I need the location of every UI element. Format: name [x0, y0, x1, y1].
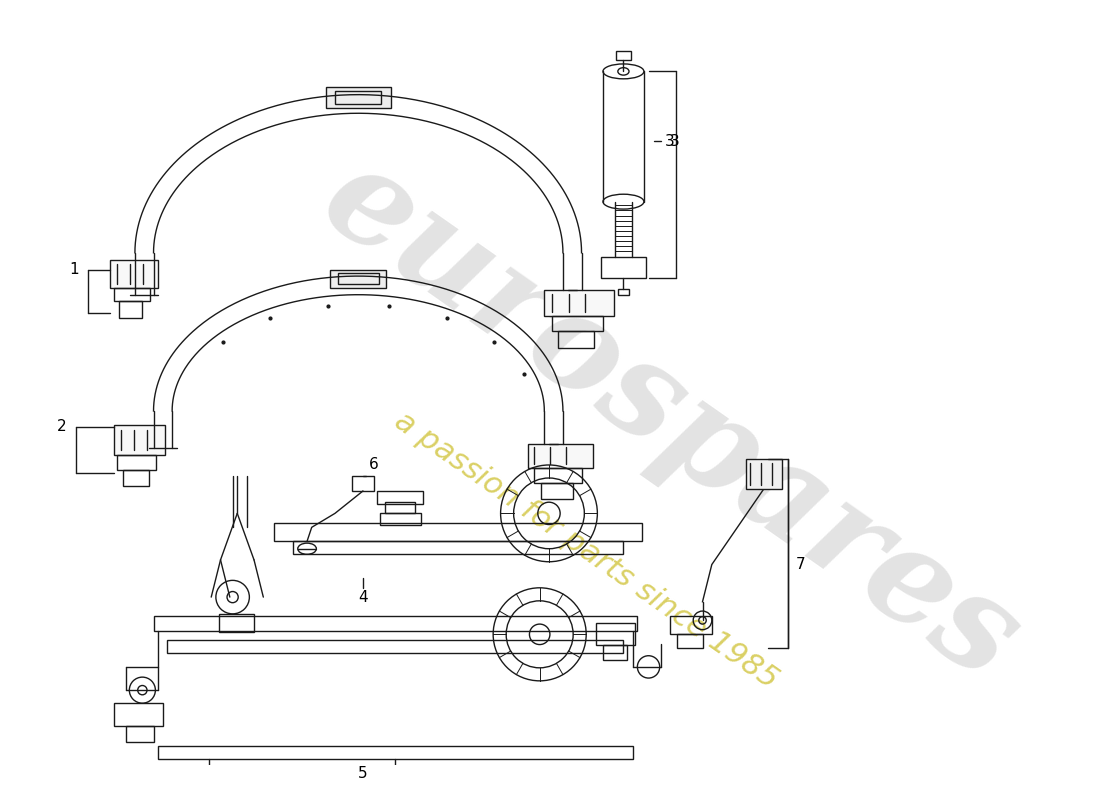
Bar [154, 616, 637, 630]
Bar [113, 425, 165, 454]
Bar [219, 614, 254, 633]
Bar [336, 91, 382, 104]
Text: 7: 7 [795, 557, 805, 572]
Bar [326, 87, 390, 108]
Bar [670, 616, 712, 634]
Bar [540, 482, 573, 499]
Bar [167, 640, 624, 653]
Bar [559, 331, 594, 348]
Bar [385, 502, 415, 514]
Bar [114, 288, 150, 302]
Bar [595, 623, 635, 646]
Bar [616, 51, 631, 60]
Bar [158, 746, 632, 759]
Bar [603, 646, 627, 660]
Bar [293, 542, 624, 554]
Text: 6: 6 [368, 457, 378, 471]
Bar [552, 316, 603, 331]
Text: 3: 3 [670, 134, 680, 149]
Text: a passion for parts since 1985: a passion for parts since 1985 [389, 406, 783, 694]
Bar [377, 491, 424, 504]
Bar [119, 302, 142, 318]
Text: eurospares: eurospares [298, 133, 1042, 707]
Bar [678, 634, 703, 648]
Bar [330, 270, 386, 288]
Text: 2: 2 [57, 419, 67, 434]
Bar [528, 443, 593, 468]
Text: 5: 5 [359, 766, 367, 782]
Bar [118, 454, 156, 470]
Bar [123, 470, 148, 486]
Bar [746, 459, 782, 489]
Bar [379, 514, 420, 525]
Bar [114, 703, 163, 726]
Bar [601, 258, 646, 278]
Bar [544, 290, 614, 316]
Bar [618, 289, 629, 294]
Bar [110, 260, 158, 288]
Text: 3: 3 [666, 134, 675, 149]
Bar [125, 726, 154, 742]
Bar [352, 476, 374, 491]
Bar [535, 468, 583, 482]
Bar [275, 522, 642, 542]
Bar [338, 274, 378, 285]
Text: 1: 1 [69, 262, 79, 277]
Text: 4: 4 [359, 590, 367, 605]
